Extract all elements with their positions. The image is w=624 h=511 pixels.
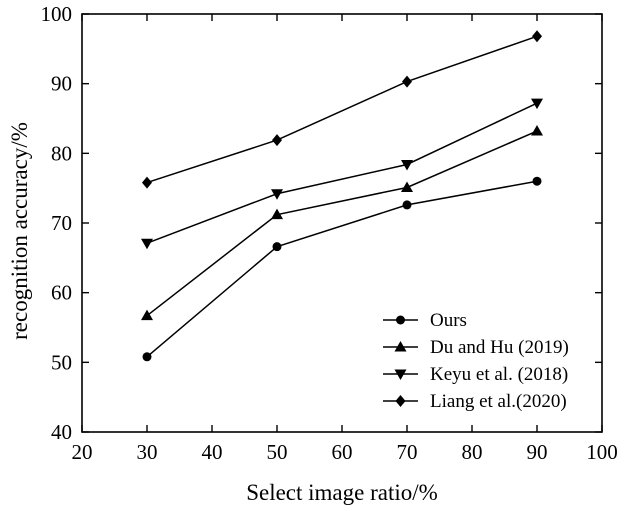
triangle-down-marker bbox=[401, 159, 413, 171]
y-tick-label: 70 bbox=[51, 211, 72, 235]
triangle-down-marker bbox=[531, 98, 543, 110]
series-line bbox=[146, 180, 538, 358]
triangle-up-marker bbox=[141, 309, 153, 321]
series-1 bbox=[142, 176, 542, 362]
x-tick-label: 20 bbox=[72, 440, 93, 464]
x-tick-label: 30 bbox=[137, 440, 158, 464]
diamond-marker bbox=[395, 395, 406, 407]
triangle-down-marker bbox=[394, 369, 407, 380]
axis-ticks: 20 30 40 50 60 70 80 90 100 40 50 60 70 80 90 100 bbox=[41, 2, 618, 464]
x-tick-label: 60 bbox=[332, 440, 353, 464]
series-3 bbox=[141, 98, 543, 250]
x-axis-title: Select image ratio/% bbox=[246, 480, 438, 505]
data-series bbox=[141, 30, 543, 362]
diamond-marker bbox=[532, 30, 542, 43]
legend-entry: Liang et al.(2020) bbox=[383, 391, 567, 412]
legend-label: Liang et al.(2020) bbox=[430, 391, 567, 412]
x-tick-label: 40 bbox=[202, 440, 223, 464]
circle-marker bbox=[142, 352, 152, 362]
diamond-marker bbox=[272, 134, 282, 147]
y-axis-title: recognition accuracy/% bbox=[7, 122, 32, 340]
triangle-down-marker bbox=[141, 238, 153, 250]
x-tick-label: 80 bbox=[462, 440, 483, 464]
x-tick-label: 90 bbox=[527, 440, 548, 464]
y-tick-label: 40 bbox=[51, 420, 72, 444]
series-line bbox=[146, 35, 538, 184]
legend: Ours Du and Hu (2019) Keyu et al. (2018) Li… bbox=[383, 310, 569, 412]
triangle-up-marker bbox=[401, 181, 413, 192]
triangle-up-marker bbox=[394, 341, 407, 352]
triangle-down-marker bbox=[271, 189, 283, 200]
circle-marker bbox=[272, 242, 282, 252]
diamond-marker bbox=[142, 176, 152, 189]
y-tick-label: 60 bbox=[51, 281, 72, 305]
diamond-marker bbox=[402, 75, 412, 88]
legend-label: Du and Hu (2019) bbox=[430, 337, 569, 358]
triangle-up-marker bbox=[271, 208, 283, 220]
legend-label: Keyu et al. (2018) bbox=[430, 364, 568, 385]
legend-entry: Du and Hu (2019) bbox=[383, 337, 569, 358]
y-tick-label: 50 bbox=[51, 350, 72, 374]
legend-label: Ours bbox=[430, 310, 467, 331]
legend-entry: Keyu et al. (2018) bbox=[383, 364, 568, 385]
x-tick-label: 70 bbox=[397, 440, 418, 464]
series-line bbox=[146, 102, 538, 244]
series-2 bbox=[141, 125, 543, 321]
circle-marker bbox=[396, 315, 405, 325]
y-tick-label: 100 bbox=[41, 2, 73, 26]
x-tick-label: 100 bbox=[586, 440, 618, 464]
series-line bbox=[146, 130, 538, 317]
legend-entry: Ours bbox=[383, 310, 467, 331]
circle-marker bbox=[532, 176, 542, 186]
y-tick-label: 80 bbox=[51, 141, 72, 165]
series-4 bbox=[142, 30, 542, 189]
x-tick-label: 50 bbox=[267, 440, 288, 464]
y-tick-label: 90 bbox=[51, 72, 72, 96]
triangle-up-marker bbox=[531, 125, 543, 136]
circle-marker bbox=[402, 200, 412, 210]
